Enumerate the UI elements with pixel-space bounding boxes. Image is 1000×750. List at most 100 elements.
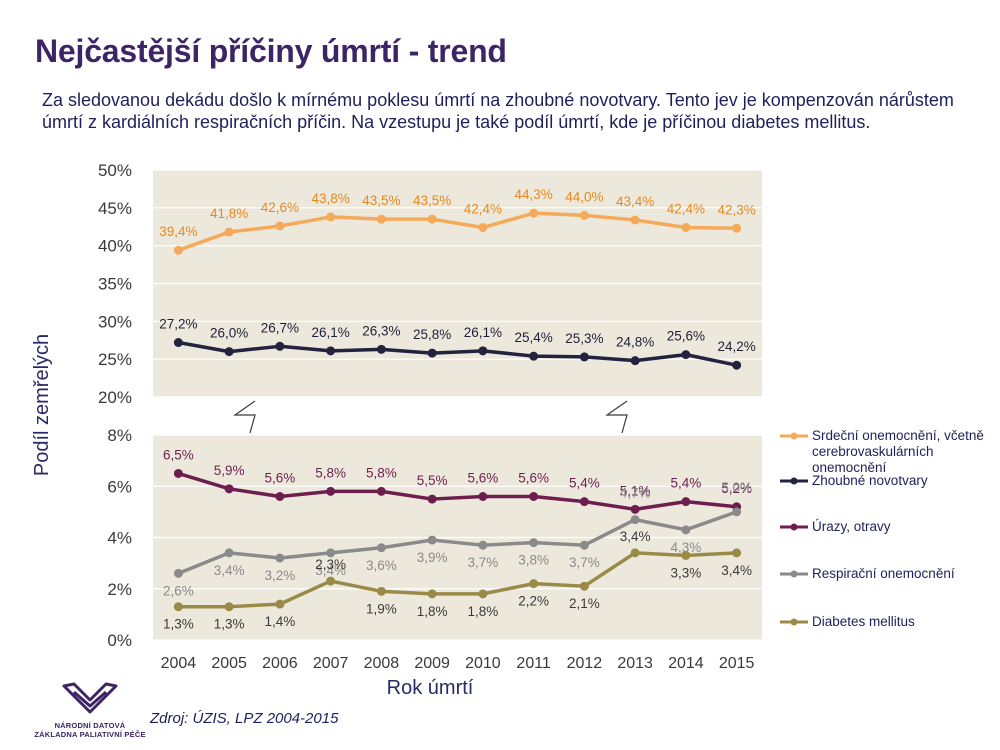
series-line [177,471,737,512]
axis-break-mark [233,400,256,434]
legend-swatch-marker [790,523,798,531]
data-point [376,543,386,553]
data-label: 3,9% [417,550,448,565]
y-tick-label: 25% [98,350,132,369]
data-label: 26,1% [311,325,349,340]
y-tick-label: 40% [98,237,132,256]
data-label: 3,3% [670,565,701,580]
legend-swatch-marker [790,477,798,485]
data-label: 42,4% [667,202,705,217]
data-point [427,348,437,358]
data-label: 39,4% [159,224,197,239]
legend-swatch-marker [790,618,798,626]
data-label: 5,4% [670,476,701,491]
data-label: 5,0% [721,480,752,495]
data-label: 44,3% [514,187,552,202]
data-point [630,215,640,225]
data-point [681,350,691,360]
data-point [630,504,640,514]
legend-label: Zhoubné novotvary [812,473,928,488]
data-label: 43,5% [413,193,451,208]
y-tick-label: 6% [107,477,132,496]
data-point [630,515,640,525]
data-point [579,581,589,591]
data-point [579,210,589,220]
x-tick-label: 2010 [465,655,501,672]
data-point [326,548,336,558]
series-line [177,211,737,252]
data-label: 25,8% [413,327,451,342]
data-point [275,553,285,563]
data-label: 5,2% [721,481,752,496]
data-label: 44,0% [565,189,603,204]
y-tick-label: 8% [107,426,132,445]
data-label: 5,6% [518,471,549,486]
data-label: 4,7% [620,486,651,501]
data-label: 5,8% [366,465,397,480]
data-label: 1,8% [417,604,448,619]
x-tick-label: 2007 [313,655,349,672]
data-label: 1,8% [467,604,498,619]
data-label: 5,6% [467,471,498,486]
data-label: 3,8% [518,553,549,568]
data-label: 25,6% [667,329,705,344]
data-point [732,507,742,517]
data-point [173,338,183,348]
data-point [529,351,539,361]
data-point [529,579,539,589]
x-tick-label: 2006 [262,655,298,672]
y-tick-label: 50% [98,161,132,180]
data-label: 3,4% [620,529,651,544]
data-label: 25,4% [514,330,552,345]
data-point [275,492,285,501]
data-point [630,356,640,366]
y-tick-label: 2% [107,580,132,599]
x-tick-label: 2012 [567,655,603,672]
data-label: 1,3% [163,617,194,632]
data-point [732,360,742,370]
data-point [529,208,539,218]
data-point [326,576,336,586]
data-point [326,486,336,496]
data-label: 26,1% [464,325,502,340]
data-label: 26,7% [261,320,299,335]
data-label: 2,1% [569,596,600,611]
y-tick-label: 35% [98,275,132,294]
data-point [173,568,183,578]
x-tick-label: 2014 [668,655,704,672]
data-point [478,346,488,356]
data-point [326,212,336,222]
data-point [478,492,488,501]
data-label: 27,2% [159,317,197,332]
data-label: 5,8% [315,465,346,480]
data-point [630,548,640,558]
data-point [326,346,336,356]
y-tick-label: 20% [98,388,132,407]
logo-text-line1: NÁRODNÍ DATOVÁ [54,721,126,730]
data-label: 2,3% [315,557,346,572]
data-point [224,227,234,237]
data-point [224,548,234,558]
data-label: 3,7% [569,555,600,570]
data-label: 43,5% [362,193,400,208]
x-tick-label: 2008 [364,655,400,672]
legend-label: cerebrovaskulárních [812,444,934,459]
data-point [376,486,386,496]
data-label: 4,3% [670,540,701,555]
data-label: 42,4% [464,202,502,217]
data-label: 6,5% [163,447,194,462]
data-label: 2,6% [163,583,194,598]
data-point [478,223,488,233]
logo-text-line2: ZÁKLADNA PALIATIVNÍ PÉČE [34,730,146,739]
data-point [173,468,183,478]
series-line [178,551,737,609]
data-point [224,602,234,612]
data-label: 25,3% [565,331,603,346]
legend-label: Diabetes mellitus [812,614,915,629]
data-point [275,599,285,609]
data-point [224,484,234,494]
data-label: 43,8% [311,191,349,206]
data-point [732,223,742,233]
data-label: 3,6% [366,558,397,573]
data-label: 43,4% [616,194,654,209]
